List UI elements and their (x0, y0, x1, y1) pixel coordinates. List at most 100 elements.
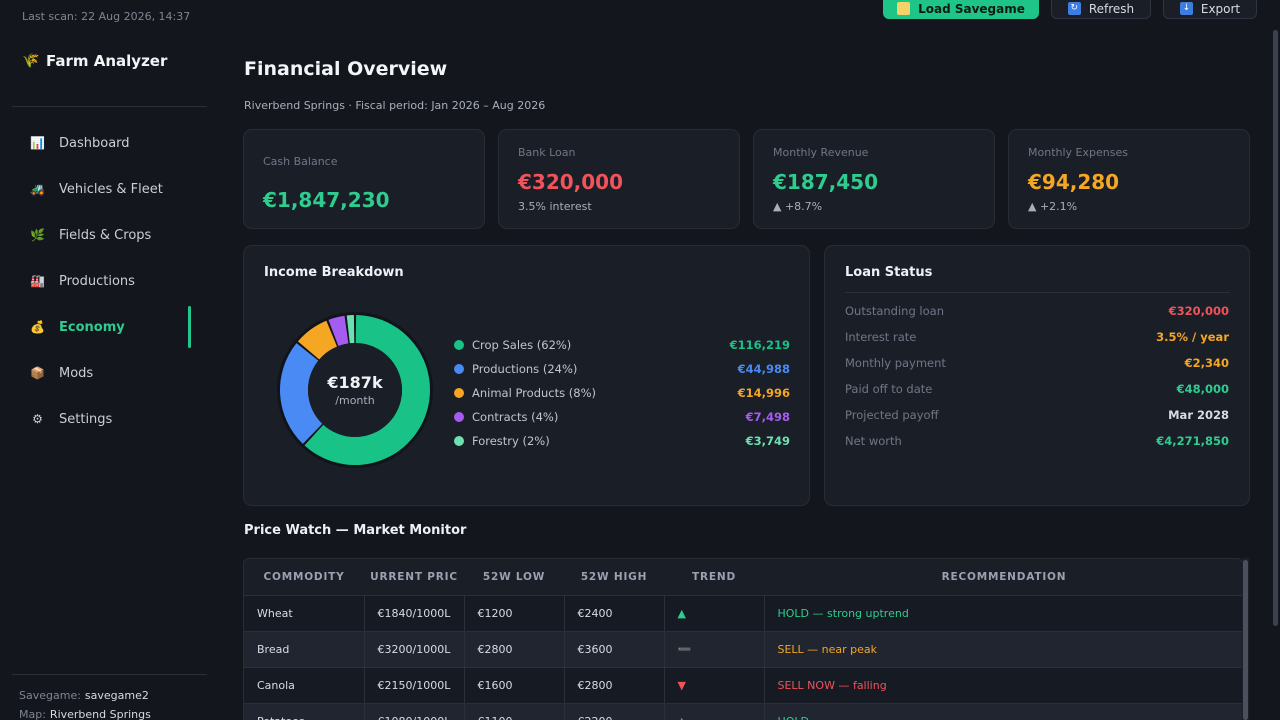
kpi-label: Monthly Expenses (1028, 146, 1128, 159)
column-header[interactable]: TREND (664, 559, 764, 596)
sidebar-item-label: Vehicles & Fleet (59, 181, 163, 197)
table-row[interactable]: Bread €3200/1000L €2800 €3600 ➖ SELL — near p… (244, 631, 1242, 668)
legend-amount: €3,749 (745, 434, 790, 448)
export-button[interactable]: ↓ Export (1163, 0, 1257, 19)
donut-slice[interactable] (346, 315, 355, 344)
loan-value: €320,000 (1168, 304, 1229, 318)
sidebar-item-label: Dashboard (59, 135, 130, 151)
loan-row: Net worth €4,271,850 (845, 428, 1229, 454)
table-row[interactable]: Wheat €1840/1000L €1200 €2400 ▲ HOLD — strong… (244, 595, 1242, 632)
sidebar-item-settings[interactable]: ⚙ Settings (0, 396, 208, 442)
savegame-label: Savegame: (19, 689, 81, 702)
commodity-cell: Potatoes (244, 703, 365, 720)
tractor-icon: 🚜 (30, 181, 45, 196)
kpi-label: Bank Loan (518, 146, 576, 159)
crop-icon: 🌿 (30, 227, 45, 242)
kpi-label: Monthly Revenue (773, 146, 869, 159)
load-savegame-button[interactable]: Load Savegame (883, 0, 1039, 19)
kpi-card-loan: Bank Loan €320,000 3.5% interest (498, 129, 740, 229)
donut-slice[interactable] (304, 315, 430, 465)
loan-key: Outstanding loan (845, 304, 944, 318)
sidebar-item-economy[interactable]: 💰 Economy (0, 304, 208, 350)
kpi-value: €1,847,230 (263, 188, 390, 212)
sidebar-item-vehicles[interactable]: 🚜 Vehicles & Fleet (0, 166, 208, 212)
loan-value: 3.5% / year (1156, 330, 1229, 344)
sidebar-item-mods[interactable]: 📦 Mods (0, 350, 208, 396)
map-value: Riverbend Springs (49, 708, 151, 720)
current-price-cell: €1840/1000L (364, 595, 465, 632)
savegame-value: savegame2 (84, 689, 149, 702)
column-header[interactable]: 52W HIGH (564, 559, 664, 596)
trend-cell: ➖ (664, 631, 765, 668)
loan-key: Monthly payment (845, 356, 946, 370)
column-header[interactable]: RECOMMENDATION (764, 559, 1242, 596)
recommendation-cell: SELL NOW — falling (764, 667, 1242, 704)
high-cell: €2200 (564, 703, 665, 720)
donut-hole (308, 343, 402, 437)
kpi-value: €320,000 (518, 170, 624, 194)
sidebar-item-label: Productions (59, 273, 135, 289)
loan-row: Monthly payment €2,340 (845, 350, 1229, 376)
recommendation-cell: HOLD — strong uptrend (764, 595, 1242, 632)
wheat-logo-icon: 🌾 (22, 53, 40, 69)
donut-total: €187k (327, 373, 383, 392)
current-price-cell: €3200/1000L (364, 631, 465, 668)
legend-amount: €116,219 (729, 338, 790, 352)
loan-key: Projected payoff (845, 408, 939, 422)
sidebar: Last scan: 22 Aug 2026, 14:37 🌾 Farm Ana… (0, 0, 208, 720)
sidebar-item-label: Mods (59, 365, 94, 381)
brand[interactable]: 🌾 Farm Analyzer (22, 52, 167, 70)
loan-divider (845, 292, 1230, 293)
loan-row: Interest rate 3.5% / year (845, 324, 1229, 350)
table-scrollbar-thumb[interactable] (1243, 560, 1248, 720)
page-subtitle: Riverbend Springs · Fiscal period: Jan 2… (244, 99, 546, 112)
column-header[interactable]: 52W LOW (464, 559, 564, 596)
legend-label: Forestry (2%) (472, 434, 550, 448)
legend-dot (454, 340, 464, 350)
donut-unit: /month (335, 394, 375, 407)
commodity-cell: Canola (244, 667, 365, 704)
page-scrollbar[interactable] (1273, 30, 1278, 626)
loan-key: Net worth (845, 434, 902, 448)
refresh-label: Refresh (1088, 1, 1135, 16)
high-cell: €2800 (564, 667, 665, 704)
low-cell: €2800 (464, 631, 565, 668)
donut-slice[interactable] (280, 343, 323, 444)
legend-label: Productions (24%) (472, 362, 578, 376)
income-panel-title: Income Breakdown (264, 265, 404, 280)
kpi-card-cash: Cash Balance €1,847,230 (243, 129, 485, 229)
savegame-info: Savegame: savegame2 (19, 689, 149, 702)
legend-item: Crop Sales (62%) €116,219 (454, 333, 790, 357)
table-row[interactable]: Potatoes€1080/1000L€1100€2200 ▲ HOLD (244, 703, 1242, 720)
legend-label: Crop Sales (62%) (472, 338, 572, 352)
kpi-label: Cash Balance (263, 155, 338, 168)
export-icon: ↓ (1179, 2, 1193, 15)
sidebar-footer-divider (12, 674, 207, 675)
kpi-card-revenue: Monthly Revenue €187,450 ▲ +8.7% (753, 129, 995, 229)
refresh-icon: ↻ (1067, 2, 1081, 15)
loan-value: €48,000 (1176, 382, 1229, 396)
donut-slice[interactable] (328, 315, 349, 347)
donut-chart (277, 312, 433, 468)
folder-icon (897, 2, 911, 15)
legend-item: Forestry (2%) €3,749 (454, 429, 790, 453)
legend-item: Animal Products (8%) €14,996 (454, 381, 790, 405)
table-row[interactable]: Canola €2150/1000L €1600 €2800 ▼ SELL NOW — f… (244, 667, 1242, 704)
commodity-cell: Bread (244, 631, 365, 668)
loan-key: Interest rate (845, 330, 917, 344)
market-table: COMMODITY URRENT PRIC 52W LOW 52W HIGH T… (243, 558, 1243, 720)
kpi-sub: ▲ +8.7% (773, 200, 823, 213)
loan-panel-title: Loan Status (845, 265, 933, 280)
column-header[interactable]: URRENT PRIC (364, 559, 464, 596)
refresh-button[interactable]: ↻ Refresh (1051, 0, 1151, 19)
sidebar-item-dashboard[interactable]: 📊 Dashboard (0, 120, 208, 166)
column-header[interactable]: COMMODITY (244, 559, 364, 596)
sidebar-divider (12, 106, 207, 107)
sidebar-item-fields[interactable]: 🌿 Fields & Crops (0, 212, 208, 258)
donut-slice[interactable] (297, 320, 338, 360)
legend-amount: €14,996 (737, 386, 790, 400)
legend-label: Animal Products (8%) (472, 386, 596, 400)
sidebar-item-productions[interactable]: 🏭 Productions (0, 258, 208, 304)
kpi-sub: 3.5% interest (518, 200, 592, 213)
loan-row: Paid off to date €48,000 (845, 376, 1229, 402)
